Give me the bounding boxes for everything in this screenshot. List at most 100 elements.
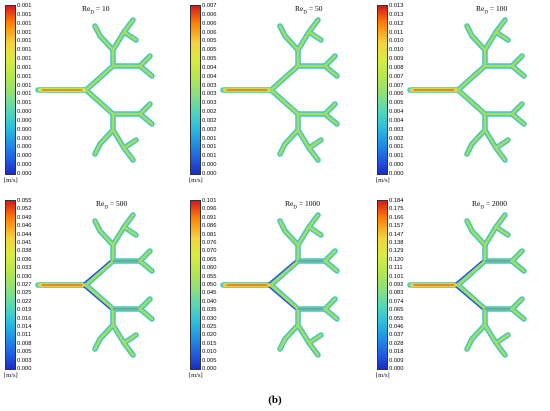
colorbar-tick-label: 0.006 [389,91,404,98]
channel-segment-core [84,88,115,116]
colorbar-tick-label: 0.006 [202,29,217,36]
contour-panel: 0.055 0.052 0.049 0.046 0.044 0.041 0.038 0.036… [0,195,180,387]
colorbar-tick-label: 0.074 [389,298,404,305]
colorbar [190,5,201,175]
colorbar-tick-label: 0.020 [202,332,217,339]
colorbar-tick-label: 0.101 [202,198,217,204]
channel-segment-core [278,219,287,233]
channel-segment-core [269,88,300,116]
channel-segment-core [307,333,323,345]
colorbar-tick-label: 0.001 [17,64,32,71]
colorbar-tick-label: 0.009 [389,357,404,364]
colorbar-tick-label: 0.000 [202,366,217,372]
colorbar-tick-label: 0.004 [202,64,217,71]
channel-segment-core [307,138,323,150]
channel-segment-core [98,34,115,52]
channel-segment-core [494,225,510,237]
unit-label: [m/s] [189,372,203,379]
channel-segment-core [494,30,510,42]
colorbar-tick-label: 0.091 [202,214,217,221]
colorbar-tick-label: 0.010 [389,47,404,54]
colorbar-tick-label: 0.001 [17,29,32,36]
colorbar-tick-label: 0.003 [17,357,32,364]
reynolds-label: ReD = 500 [96,199,128,211]
channel-segment-core [465,24,474,38]
channel-segment-core [470,34,487,52]
colorbar [377,5,388,175]
channel-segment-core [138,259,154,273]
channel-network [220,212,340,358]
colorbar-tick-label: 0.013 [389,3,404,9]
colorbar-tick-label: 0.005 [389,100,404,107]
unit-label: [m/s] [4,372,18,379]
channel-segment-core [122,341,135,357]
channel-segment-core [111,225,126,247]
colorbar-tick-label: 0.086 [202,223,217,230]
channel-segment-core [494,138,510,150]
channel-segment-core [307,18,320,34]
colorbar-tick-label: 0.000 [17,117,32,124]
colorbar-tick-label: 0.028 [389,340,404,347]
channel-segment-core [296,323,311,345]
colorbar-tick-label: 0.000 [389,366,404,372]
reynolds-label: ReD = 2000 [472,199,507,211]
colorbar-tick-label: 0.000 [17,135,32,142]
colorbar-tick-label: 0.033 [17,265,32,272]
colorbar-tick-label: 0.007 [389,82,404,89]
channel-segment-core [296,128,311,150]
channel-segment-core [465,142,474,156]
colorbar-tick-label: 0.000 [17,153,32,160]
colorbar-tick-label: 0.005 [202,357,217,364]
colorbar-tick-label: 0.003 [202,100,217,107]
colorbar [5,5,16,175]
colorbar-tick-label: 0.055 [202,273,217,280]
colorbar [190,200,201,370]
channel-segment-core [323,64,339,78]
channel-segment-core [122,333,138,345]
channel-segment-core [494,146,507,162]
channel-network [407,212,527,358]
wall-shear-low [455,286,483,310]
channel-network [220,17,340,163]
channel-segment-core [323,297,337,311]
colorbar-tick-label: 0.006 [202,20,217,27]
channel-segment-core [307,213,320,229]
channel-segment-core [138,54,152,68]
channel-segment-core [93,142,102,156]
colorbar-tick-label: 0.012 [389,20,404,27]
channel-segment-core [510,112,526,126]
channel-segment-core [510,64,526,78]
channel-segment-core [283,229,300,247]
channel-segment-core [483,30,498,52]
colorbar-tick-label: 0.013 [389,11,404,18]
colorbar-tick-label: 0.076 [202,240,217,246]
channel-network [35,17,155,163]
colorbar-tick-label: 0.001 [17,38,32,45]
colorbar-tick-label: 0.000 [17,162,32,169]
colorbar-tick-label: 0.016 [17,315,32,322]
colorbar-tick-label: 0.025 [202,324,217,330]
colorbar-tick-label: 0.001 [389,144,404,151]
channel-segment-core [323,112,339,126]
channel-segment-core [307,341,320,357]
contour-panel: 0.101 0.096 0.091 0.086 0.081 0.076 0.070 0.065… [185,195,365,387]
colorbar-tick-label: 0.001 [389,153,404,160]
colorbar-tick-label: 0.000 [17,109,32,116]
channel-segment-core [494,341,507,357]
wall-shear-low [455,260,483,284]
channel-segment-core [470,128,487,146]
colorbar-tick-label: 0.001 [202,153,217,160]
colorbar-tick-label: 0.038 [17,248,32,255]
colorbar-tick-label: 0.065 [202,256,217,263]
colorbar-tick-label: 0.000 [389,162,404,169]
figure-caption: (b) [268,394,282,406]
channel-segment-core [138,112,154,126]
channel-segment-core [510,249,524,263]
channel-segment-core [470,323,487,341]
colorbar-tick-label: 0.000 [202,162,217,169]
colorbar-tick-label: 0.000 [17,126,32,133]
channel-segment-core [323,249,337,263]
colorbar-tick-label: 0.050 [202,282,217,288]
channel-segment-core [111,30,126,52]
colorbar-tick-label: 0.025 [17,290,32,297]
